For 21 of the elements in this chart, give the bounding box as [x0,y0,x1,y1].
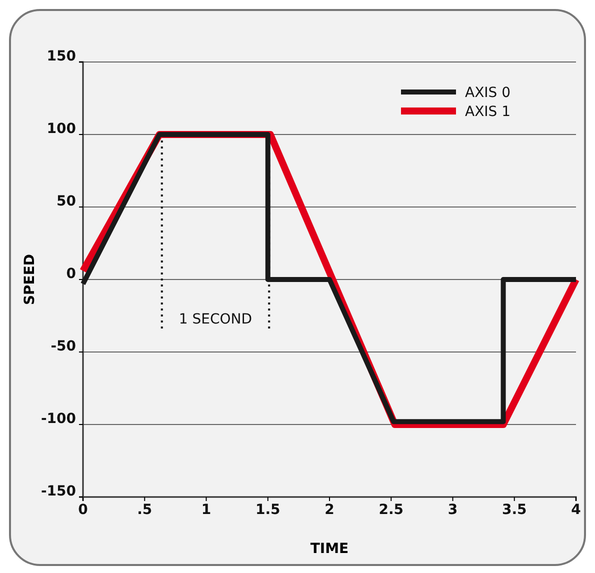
x-tick-label: 3 [448,502,458,518]
x-tick-label: 3.5 [502,502,527,518]
y-tick-label: 0 [66,266,76,282]
y-tick-label: 150 [46,48,76,65]
annotation: 1 SECOND [178,312,252,328]
y-tick-label: -150 [40,484,76,500]
y-tick-label: 50 [56,194,76,210]
legend-label: AXIS 1 [465,104,511,120]
x-tick-label: 2.5 [378,502,404,518]
x-tick-label: 4 [571,502,582,518]
legend-label: AXIS 0 [465,85,511,101]
x-tick-label: 2 [324,502,334,518]
y-tick-label: -100 [40,411,76,428]
y-tick-label: -50 [50,338,76,355]
x-tick-label: 0 [78,502,88,518]
y-axis-title: SPEED [22,254,38,306]
y-tick-label: 100 [46,121,76,138]
x-axis-title: TIME [310,541,349,557]
x-tick-label: 1.5 [255,502,280,518]
x-tick-label: 1 [201,502,212,518]
x-tick-label: .5 [137,502,152,518]
